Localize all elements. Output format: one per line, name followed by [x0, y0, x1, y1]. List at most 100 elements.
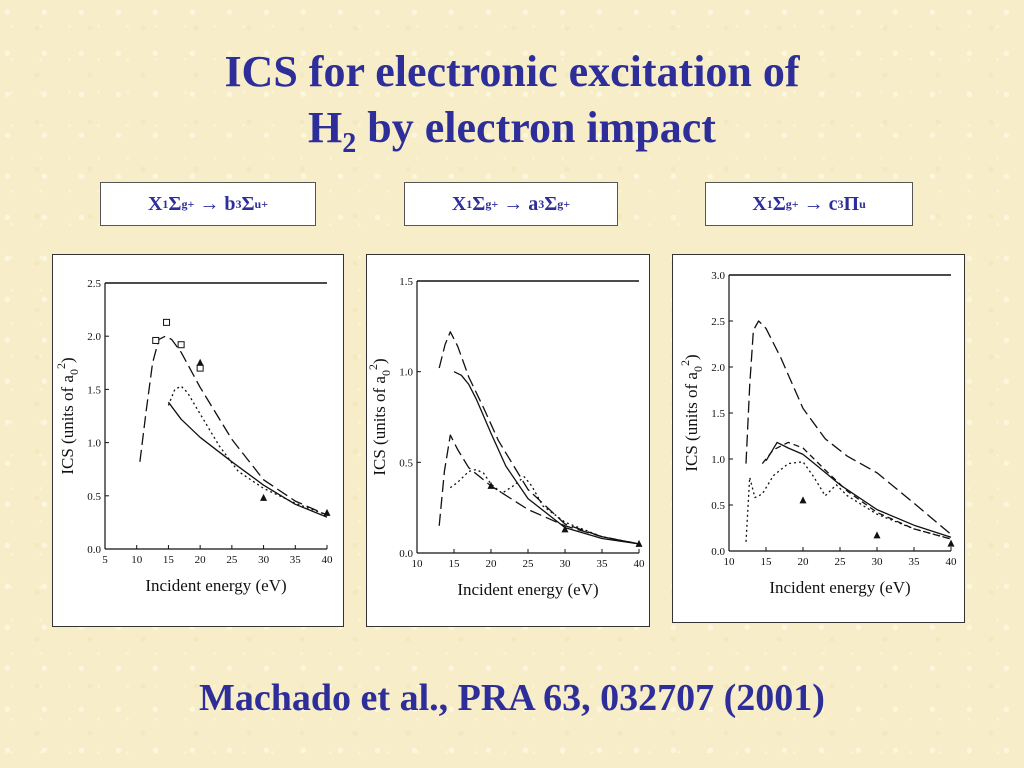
- trans3-sub2: u: [859, 196, 866, 211]
- trans1-sigma: Σ: [168, 192, 182, 215]
- trans2-sup3: 3: [538, 196, 545, 211]
- x-tick-label: 10: [412, 558, 424, 570]
- title-h-subscript: 2: [342, 127, 357, 159]
- series-dotted-3: [745, 461, 952, 542]
- trans2-arrow: →: [498, 192, 529, 215]
- x-tick-label: 10: [131, 554, 143, 566]
- x-tick-label: 30: [560, 558, 572, 570]
- trans2-sub2: g: [557, 196, 564, 211]
- y-tick-label: 0.5: [87, 491, 101, 503]
- y-axis-label: ICS (units of a02): [54, 357, 81, 474]
- y-label-end: ): [370, 358, 389, 364]
- series-solid-0: [765, 441, 952, 538]
- y-tick-label: 3.0: [711, 270, 725, 282]
- chart-2: 10 15 20 25 30 35 40 0.0 0.5 1.0 1.5 Incident energ…: [367, 276, 646, 599]
- x-tick-label: 40: [634, 558, 646, 570]
- trans3-x: X: [752, 192, 767, 215]
- triangle-marker: [260, 493, 268, 501]
- trans2-x: X: [451, 192, 467, 215]
- chart-panel-3: 10 15 20 25 30 35 40 0.0 0.5 1.0 1.5 2.0 2.5 3.0 Incid…: [672, 254, 965, 623]
- series-dashed-2: [761, 441, 952, 540]
- y-tick-label: 2.0: [87, 331, 101, 343]
- x-tick-label: 35: [909, 556, 921, 568]
- square-marker: [196, 364, 204, 372]
- square-marker: [163, 318, 171, 326]
- x-tick-label: 15: [449, 558, 461, 570]
- trans3-sup2: +: [791, 196, 799, 211]
- trans2-target: a: [528, 192, 539, 215]
- trans1-sub1: g: [181, 196, 188, 211]
- y-tick-label: 1.5: [87, 384, 101, 396]
- trans3-sub1: g: [785, 196, 792, 211]
- trans1-target: b: [224, 192, 236, 215]
- y-label-end: ): [682, 354, 701, 360]
- y-label-sup: 2: [367, 364, 380, 370]
- y-tick-label: 1.0: [399, 367, 413, 379]
- title-line-2-rest: by electron impact: [356, 103, 716, 152]
- chart-3: 10 15 20 25 30 35 40 0.0 0.5 1.0 1.5 2.0 2.5 3.0 Incid…: [678, 270, 957, 597]
- x-tick-label: 15: [761, 556, 773, 568]
- trans3-sigma: Σ: [772, 192, 786, 215]
- trans1-sup4: +: [261, 196, 269, 211]
- triangle-marker: [947, 539, 955, 547]
- trans3-sup3: 3: [837, 196, 844, 211]
- triangle-marker: [487, 481, 495, 489]
- x-tick-label: 25: [835, 556, 847, 568]
- y-label-sup: 2: [54, 363, 68, 369]
- triangle-marker: [323, 508, 331, 516]
- trans3-sym: Π: [843, 192, 860, 215]
- triangle-marker: [635, 539, 643, 547]
- y-tick-label: 0.0: [399, 548, 413, 560]
- chart-panel-1: 5 10 15 20 25 30 35 40 0.0 0.5 1.0 1.5 2.0 2.5 Inciden…: [52, 254, 344, 627]
- x-tick-label: 25: [226, 554, 238, 566]
- triangle-marker: [196, 358, 204, 366]
- series-longdash-1: [438, 331, 640, 545]
- y-label-text: ICS (units of a: [58, 375, 77, 475]
- slide-title: ICS for electronic excitation of H2 by e…: [0, 44, 1024, 172]
- trans2-sub1: g: [485, 196, 492, 211]
- y-tick-label: 0.0: [711, 546, 725, 558]
- trans1-sym: Σ: [241, 192, 255, 215]
- x-tick-label: 20: [798, 556, 810, 568]
- series-solid-0: [453, 371, 640, 545]
- trans1-sup3: 3: [235, 196, 242, 211]
- title-line-1: ICS for electronic excitation of: [224, 47, 800, 96]
- trans3-target: c: [828, 192, 838, 215]
- y-tick-label: 2.5: [87, 278, 101, 290]
- y-tick-label: 2.5: [711, 316, 725, 328]
- x-tick-label: 35: [290, 554, 302, 566]
- trans2-sym: Σ: [544, 192, 558, 215]
- triangle-marker: [873, 531, 881, 539]
- y-tick-label: 0.5: [399, 457, 413, 469]
- trans2-sigma: Σ: [472, 192, 486, 215]
- y-label-sub: 0: [67, 369, 81, 375]
- y-label-text: ICS (units of a: [682, 372, 701, 472]
- trans3-arrow: →: [798, 192, 829, 215]
- x-tick-label: 20: [486, 558, 498, 570]
- title-line-2: H2 by electron impact: [0, 100, 1024, 172]
- series-longdash-1: [139, 335, 328, 516]
- y-label-end: ): [58, 357, 77, 363]
- series-dotted-3: [449, 468, 640, 545]
- x-tick-label: 20: [195, 554, 207, 566]
- trans2-sup1: 1: [466, 196, 473, 211]
- trans1-sub2: u: [254, 196, 262, 211]
- title-h: H: [308, 103, 343, 152]
- series-longdash-1: [745, 320, 952, 535]
- trans1-sup1: 1: [162, 196, 169, 211]
- y-tick-label: 1.5: [399, 276, 413, 288]
- trans1-arrow: →: [194, 192, 225, 215]
- series-dotted-2: [167, 385, 328, 516]
- citation: Machado et al., PRA 63, 032707 (2001): [199, 677, 825, 719]
- trans2-sup4: +: [563, 196, 571, 211]
- trans1-x: X: [147, 192, 163, 215]
- y-tick-label: 1.5: [711, 408, 725, 420]
- square-marker: [177, 341, 185, 349]
- y-tick-label: 0.5: [711, 500, 725, 512]
- chart-1: 5 10 15 20 25 30 35 40 0.0 0.5 1.0 1.5 2.0 2.5 Inciden…: [54, 278, 333, 595]
- y-axis-label: ICS (units of a02): [678, 354, 705, 471]
- y-axis-label: ICS (units of a02): [367, 358, 393, 475]
